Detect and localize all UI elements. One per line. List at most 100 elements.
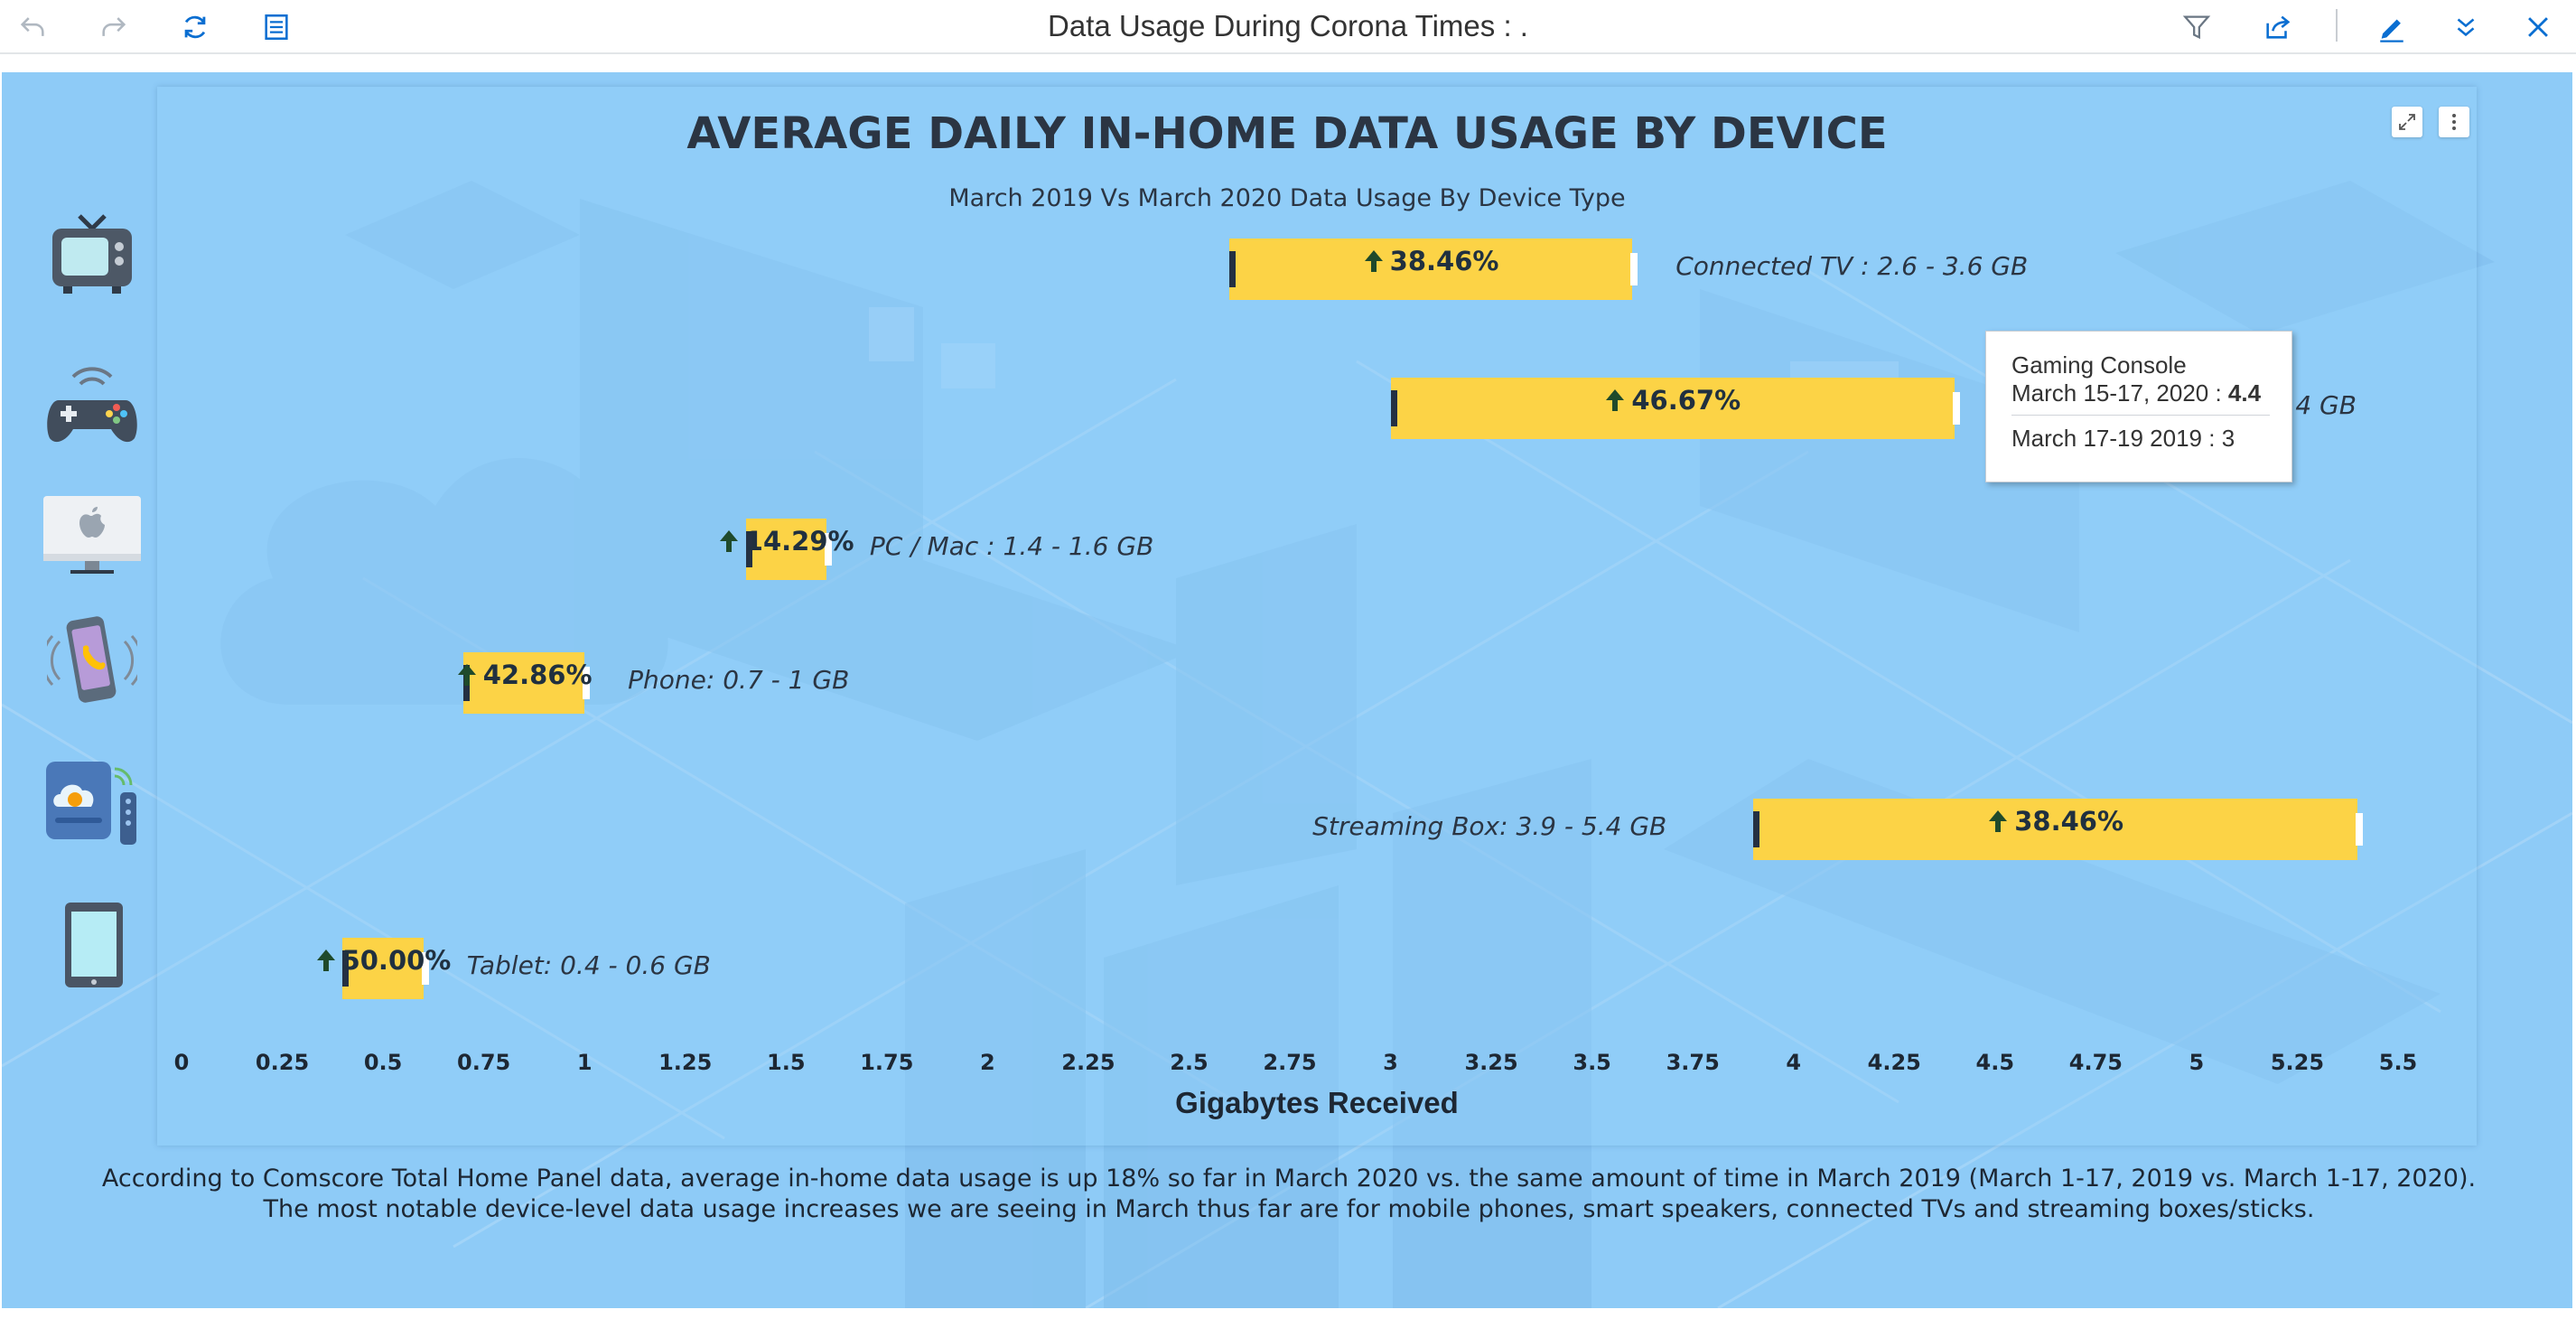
chart-title: AVERAGE DAILY IN-HOME DATA USAGE BY DEVI… (686, 108, 1888, 159)
streaming-box-icon (38, 752, 146, 851)
expand-button[interactable] (2392, 107, 2422, 137)
story-title: Data Usage During Corona Times : . (1048, 9, 1528, 42)
arrow-up-icon (1989, 810, 2008, 832)
x-tick-label: 1.5 (767, 1050, 806, 1075)
bar-start-marker (1753, 811, 1760, 847)
refresh-button[interactable] (175, 7, 215, 47)
bar-pc-mac[interactable] (745, 519, 832, 580)
x-tick-label: 4.5 (1975, 1050, 2015, 1075)
arrow-up-icon (1364, 250, 1383, 272)
tooltip-divider (2011, 415, 2270, 416)
change-label: 38.46% (1363, 246, 1499, 276)
x-tick-label: 4 (1786, 1050, 1802, 1075)
arrow-up-icon (457, 664, 476, 686)
change-label: 14.29% (718, 526, 854, 557)
change-value: 50.00% (341, 945, 452, 976)
tv-icon (38, 204, 146, 304)
x-tick-label: 4.25 (1867, 1050, 1921, 1075)
bar-end-marker (2356, 813, 2364, 846)
x-tick-label: 5.25 (2270, 1050, 2325, 1075)
x-tick-label: 1.75 (860, 1050, 914, 1075)
change-label: 38.46% (1987, 806, 2123, 837)
undo-button[interactable] (13, 7, 52, 47)
bar-tablet[interactable] (342, 938, 429, 999)
x-tick-label: 0.75 (457, 1050, 511, 1075)
x-tick-label: 0 (173, 1050, 190, 1075)
device-range-label: Phone: 0.7 - 1 GB (628, 665, 850, 695)
bar-end-marker (1630, 253, 1638, 285)
share-button[interactable] (2258, 7, 2298, 47)
close-button[interactable] (2518, 7, 2558, 47)
outline-list-icon (265, 14, 288, 41)
bar-connected-tv[interactable] (1229, 239, 1638, 300)
phone-icon (38, 611, 146, 710)
change-value: 38.46% (2014, 806, 2124, 837)
outline-button[interactable] (257, 7, 296, 47)
undo-icon (20, 17, 44, 36)
x-tick-label: 1.25 (658, 1050, 713, 1075)
bar-gaming-console[interactable] (1390, 378, 1961, 439)
background-illustration (2, 181, 2572, 1308)
redo-icon (102, 17, 126, 36)
redo-button[interactable] (94, 7, 134, 47)
bar-streaming-box[interactable] (1753, 799, 2364, 860)
chart-tooltip: Gaming Console March 15-17, 2020 : 4.4 M… (1985, 331, 2292, 482)
gamepad-icon (38, 352, 146, 452)
x-tick-label: 2 (980, 1050, 995, 1075)
story-canvas: AVERAGE DAILY IN-HOME DATA USAGE BY DEVI… (2, 72, 2572, 1308)
edit-button[interactable] (2372, 7, 2412, 47)
change-label: 50.00% (315, 945, 452, 976)
arrow-up-icon (1606, 389, 1625, 411)
x-tick-label: 5 (2189, 1050, 2205, 1075)
tooltip-line-2020: March 15-17, 2020 : 4.4 (2011, 379, 2270, 407)
bar-start-marker (1229, 251, 1237, 287)
device-range-label: Tablet: 0.4 - 0.6 GB (466, 950, 711, 980)
arrow-up-icon (719, 530, 738, 552)
footnote: According to Comscore Total Home Panel d… (101, 1165, 2477, 1223)
bar-start-marker (1390, 390, 1397, 426)
refresh-icon (184, 15, 206, 39)
device-range-label: Connected TV : 2.6 - 3.6 GB (1675, 251, 2029, 281)
x-tick-label: 5.5 (2378, 1050, 2418, 1075)
change-value: 38.46% (1389, 246, 1499, 276)
more-vertical-icon (2452, 114, 2456, 130)
x-tick-label: 3 (1383, 1050, 1398, 1075)
double-chevron-down-icon (2457, 18, 2475, 37)
filter-button[interactable] (2177, 7, 2217, 47)
bar-end-marker (1953, 392, 1961, 425)
x-tick-label: 3.25 (1464, 1050, 1518, 1075)
chart-subtitle: March 2019 Vs March 2020 Data Usage By D… (948, 184, 1626, 212)
plot-area: 0 0.25 0.5 0.75 1 1.25 1.5 1.75 2 2.25 2.5 2.75 3 3.2… (2, 72, 2572, 1308)
device-range-label: Streaming Box: 3.9 - 5.4 GB (1312, 811, 1667, 841)
x-tick-label: 3.75 (1666, 1050, 1720, 1075)
expand-icon (2399, 114, 2415, 130)
bar-start-marker (342, 950, 350, 987)
filter-icon (2182, 15, 2211, 40)
x-tick-label: 2.5 (1170, 1050, 1209, 1075)
change-label: 46.67% (1604, 385, 1741, 416)
change-value: 42.86% (482, 660, 593, 690)
imac-icon (38, 484, 146, 584)
x-tick-label: 3.5 (1573, 1050, 1611, 1075)
x-tick-label: 1 (576, 1050, 593, 1075)
x-tick-label: 4.75 (2068, 1050, 2123, 1075)
x-tick-label: 0.25 (255, 1050, 310, 1075)
change-value: 46.67% (1631, 385, 1741, 416)
tooltip-line-2020-value: 4.4 (2227, 379, 2262, 407)
arrow-up-icon (316, 949, 335, 971)
toolbar-separator (2336, 9, 2338, 42)
bar-start-marker (745, 531, 752, 567)
tooltip-line-2019: March 17-19 2019 : 3 (2011, 425, 2235, 452)
close-icon (2528, 17, 2548, 37)
pencil-icon (2380, 19, 2403, 42)
device-range-label: PC / Mac : 1.4 - 1.6 GB (869, 531, 1154, 561)
collapse-button[interactable] (2446, 7, 2486, 47)
x-tick-label: 2.75 (1263, 1050, 1317, 1075)
bar-end-marker (583, 667, 591, 699)
toolbar: Data Usage During Corona Times : . (0, 0, 2576, 54)
x-tick-label: 2.25 (1061, 1050, 1115, 1075)
change-label: 42.86% (456, 660, 593, 690)
tooltip-line-2020-label: March 15-17, 2020 : (2011, 379, 2228, 407)
x-tick-label: 0.5 (363, 1050, 403, 1075)
more-options-button[interactable] (2439, 107, 2469, 137)
